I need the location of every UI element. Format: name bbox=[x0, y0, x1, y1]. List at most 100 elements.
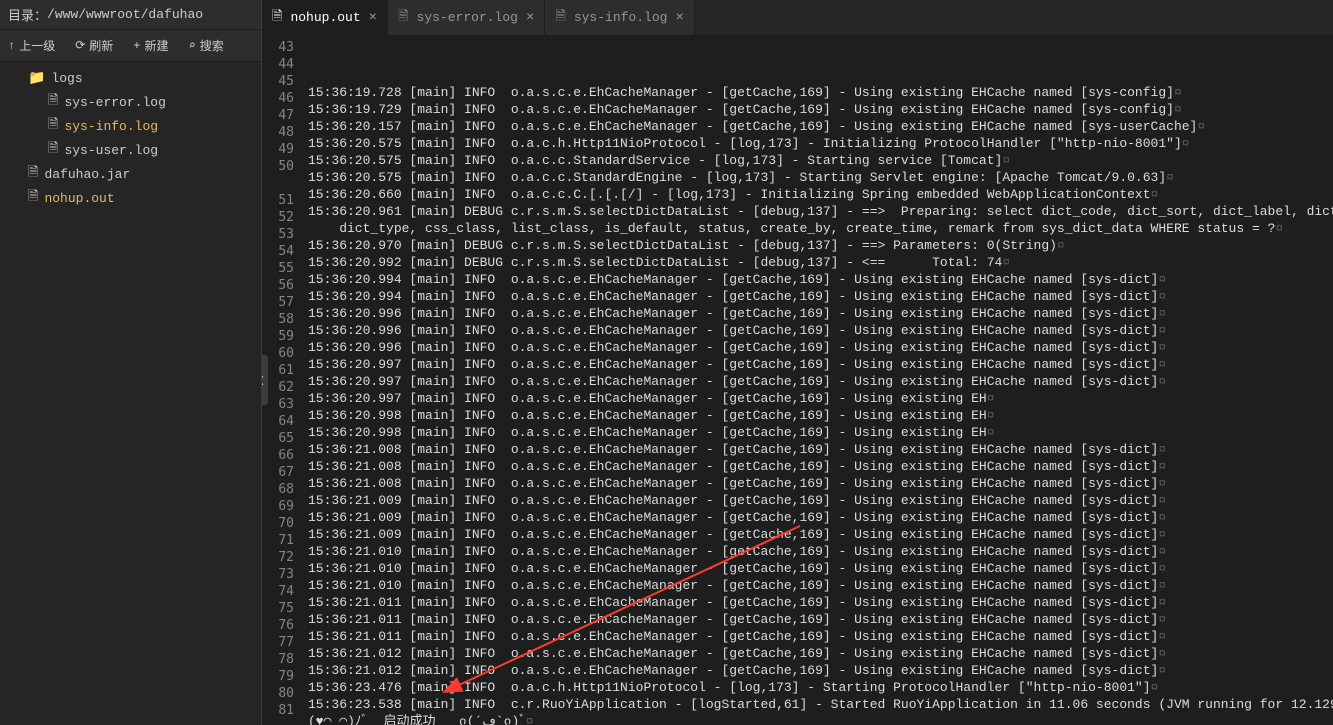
up-button[interactable]: ↑ 上一级 bbox=[4, 35, 59, 56]
eol-marker: ¤ bbox=[1182, 136, 1190, 151]
line-number: 73 bbox=[262, 566, 308, 583]
search-label: 搜索 bbox=[200, 37, 224, 54]
code-line: 15:36:20.575 [main] INFO o.a.c.c.Standar… bbox=[308, 169, 1333, 186]
code-line: 15:36:21.009 [main] INFO o.a.s.c.e.EhCac… bbox=[308, 492, 1333, 509]
code-line: 15:36:21.008 [main] INFO o.a.s.c.e.EhCac… bbox=[308, 441, 1333, 458]
line-number: 51 bbox=[262, 192, 308, 209]
code-line: 15:36:23.476 [main] INFO o.a.c.h.Http11N… bbox=[308, 679, 1333, 696]
eol-marker: ¤ bbox=[1275, 221, 1283, 236]
refresh-button[interactable]: ⟳ 刷新 bbox=[71, 35, 117, 56]
eol-marker: ¤ bbox=[1002, 153, 1010, 168]
code-line: 15:36:20.997 [main] INFO o.a.s.c.e.EhCac… bbox=[308, 390, 1333, 407]
tree-item-label: logs bbox=[51, 71, 82, 86]
eol-marker: ¤ bbox=[987, 391, 995, 406]
line-number: 50 bbox=[262, 158, 308, 175]
line-number: 64 bbox=[262, 413, 308, 430]
file-item[interactable]: 🗎sys-info.log bbox=[0, 114, 261, 138]
line-number bbox=[262, 175, 308, 192]
line-number: 54 bbox=[262, 243, 308, 260]
eol-marker: ¤ bbox=[1158, 544, 1166, 559]
toolbar: ↑ 上一级 ⟳ 刷新 + 新建 ⌕ 搜索 bbox=[0, 30, 261, 62]
eol-marker: ¤ bbox=[1174, 85, 1182, 100]
folder-item[interactable]: 📁logs bbox=[0, 66, 261, 90]
code-line: 15:36:20.575 [main] INFO o.a.c.c.Standar… bbox=[308, 152, 1333, 169]
eol-marker: ¤ bbox=[1158, 323, 1166, 338]
line-number: 75 bbox=[262, 600, 308, 617]
eol-marker: ¤ bbox=[1158, 629, 1166, 644]
eol-marker: ¤ bbox=[1151, 187, 1159, 202]
file-item[interactable]: 🗎sys-user.log bbox=[0, 138, 261, 162]
path-label: 目录： bbox=[8, 5, 47, 24]
code-line: 15:36:21.008 [main] INFO o.a.s.c.e.EhCac… bbox=[308, 458, 1333, 475]
sidebar-collapse-handle[interactable]: ❮ bbox=[262, 355, 268, 405]
new-label: 新建 bbox=[145, 37, 169, 54]
code-line: 15:36:21.009 [main] INFO o.a.s.c.e.EhCac… bbox=[308, 526, 1333, 543]
close-icon[interactable]: × bbox=[675, 10, 683, 26]
eol-marker: ¤ bbox=[1158, 663, 1166, 678]
line-number: 79 bbox=[262, 668, 308, 685]
code-line: 15:36:20.998 [main] INFO o.a.s.c.e.EhCac… bbox=[308, 424, 1333, 441]
file-icon: 🗎 bbox=[272, 7, 282, 29]
eol-marker: ¤ bbox=[1197, 119, 1205, 134]
code-line: 15:36:20.970 [main] DEBUG c.r.s.m.S.sele… bbox=[308, 237, 1333, 254]
code-line: 15:36:20.996 [main] INFO o.a.s.c.e.EhCac… bbox=[308, 339, 1333, 356]
code-line: 15:36:20.660 [main] INFO o.a.c.c.C.[.[.[… bbox=[308, 186, 1333, 203]
line-number: 80 bbox=[262, 685, 308, 702]
tree-item-label: dafuhao.jar bbox=[44, 167, 130, 182]
file-item[interactable]: 🗎 nohup.out bbox=[0, 186, 261, 210]
line-number: 77 bbox=[262, 634, 308, 651]
line-number: 60 bbox=[262, 345, 308, 362]
line-number: 67 bbox=[262, 464, 308, 481]
eol-marker: ¤ bbox=[1158, 306, 1166, 321]
code-line: 15:36:21.010 [main] INFO o.a.s.c.e.EhCac… bbox=[308, 543, 1333, 560]
eol-marker: ¤ bbox=[1158, 459, 1166, 474]
eol-marker: ¤ bbox=[987, 425, 995, 440]
line-number: 46 bbox=[262, 90, 308, 107]
line-number: 45 bbox=[262, 73, 308, 90]
line-number: 58 bbox=[262, 311, 308, 328]
code-line: 15:36:19.729 [main] INFO o.a.s.c.e.EhCac… bbox=[308, 101, 1333, 118]
eol-marker: ¤ bbox=[1166, 170, 1174, 185]
editor-tab[interactable]: 🗎sys-info.log× bbox=[545, 0, 694, 35]
tab-label: nohup.out bbox=[290, 10, 360, 25]
file-icon: 🗎 bbox=[28, 187, 38, 209]
code-line: 15:36:21.011 [main] INFO o.a.s.c.e.EhCac… bbox=[308, 628, 1333, 645]
line-number: 47 bbox=[262, 107, 308, 124]
code-line: 15:36:20.997 [main] INFO o.a.s.c.e.EhCac… bbox=[308, 373, 1333, 390]
editor-tab[interactable]: 🗎 nohup.out × bbox=[262, 0, 388, 35]
file-item[interactable]: 🗎 sys-error.log bbox=[0, 90, 261, 114]
eol-marker: ¤ bbox=[1158, 442, 1166, 457]
search-icon: ⌕ bbox=[189, 38, 196, 53]
eol-marker: ¤ bbox=[1158, 578, 1166, 593]
close-icon[interactable]: × bbox=[369, 10, 377, 26]
eol-marker: ¤ bbox=[1158, 493, 1166, 508]
line-number: 59 bbox=[262, 328, 308, 345]
code-line: 15:36:21.010 [main] INFO o.a.s.c.e.EhCac… bbox=[308, 560, 1333, 577]
code-line: 15:36:20.157 [main] INFO o.a.s.c.e.EhCac… bbox=[308, 118, 1333, 135]
eol-marker: ¤ bbox=[1158, 374, 1166, 389]
editor-tab[interactable]: 🗎sys-error.log× bbox=[388, 0, 545, 35]
code-line: 15:36:23.538 [main] INFO c.r.RuoYiApplic… bbox=[308, 696, 1333, 713]
eol-marker: ¤ bbox=[1158, 595, 1166, 610]
line-number: 65 bbox=[262, 430, 308, 447]
search-button[interactable]: ⌕ 搜索 bbox=[185, 35, 228, 56]
file-icon: 🗎 bbox=[28, 163, 38, 185]
new-button[interactable]: + 新建 bbox=[129, 35, 172, 56]
eol-marker: ¤ bbox=[1158, 289, 1166, 304]
line-number: 62 bbox=[262, 379, 308, 396]
tab-label: sys-info.log bbox=[574, 10, 668, 25]
tree-item-label: nohup.out bbox=[44, 191, 114, 206]
eol-marker: ¤ bbox=[987, 408, 995, 423]
file-icon: 🗎 bbox=[48, 91, 58, 113]
code-line: 15:36:19.728 [main] INFO o.a.s.c.e.EhCac… bbox=[308, 84, 1333, 101]
code-line: dict_type, css_class, list_class, is_def… bbox=[308, 220, 1333, 237]
editor: ❮ 43444546474849505152535455565758596061… bbox=[262, 35, 1333, 725]
file-item[interactable]: 🗎 dafuhao.jar bbox=[0, 162, 261, 186]
tree-item-label: sys-error.log bbox=[64, 95, 165, 110]
line-number: 49 bbox=[262, 141, 308, 158]
close-icon[interactable]: × bbox=[526, 10, 534, 26]
line-number: 78 bbox=[262, 651, 308, 668]
tree-item-label: sys-user.log bbox=[64, 143, 158, 158]
file-icon: 🗎 bbox=[398, 7, 408, 29]
code-area[interactable]: 15:36:19.728 [main] INFO o.a.s.c.e.EhCac… bbox=[308, 35, 1333, 725]
